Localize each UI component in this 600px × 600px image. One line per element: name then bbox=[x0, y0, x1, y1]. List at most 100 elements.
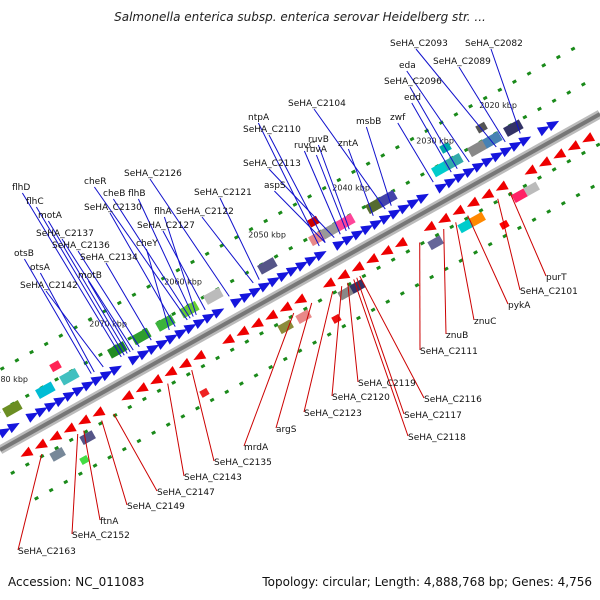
reverse-gene-arrow bbox=[351, 261, 365, 272]
forward-gene-label: SeHA_C2142 bbox=[20, 281, 78, 291]
reverse-gene-label: ftnA bbox=[100, 517, 119, 527]
tick-marks bbox=[0, 46, 600, 501]
tick-mark bbox=[136, 438, 142, 444]
reverse-gene-arrow bbox=[524, 164, 538, 175]
forward-gene-arrow bbox=[90, 376, 104, 387]
tick-mark bbox=[380, 153, 386, 158]
forward-gene-arrow bbox=[518, 136, 532, 147]
reverse-gene-arrow bbox=[322, 277, 336, 288]
forward-label-leader bbox=[201, 216, 254, 284]
tick-mark bbox=[29, 349, 35, 355]
tick-mark bbox=[54, 377, 60, 382]
reverse-gene-label: SeHA_C2119 bbox=[358, 379, 416, 389]
reverse-gene-arrow bbox=[538, 156, 552, 167]
forward-gene-block bbox=[503, 119, 524, 137]
dna-backbone bbox=[0, 110, 600, 454]
forward-gene-arrow bbox=[71, 386, 85, 397]
forward-gene-arrow bbox=[25, 412, 39, 423]
reverse-gene-arrow bbox=[178, 357, 192, 369]
tick-mark bbox=[493, 199, 499, 205]
tick-mark bbox=[121, 446, 127, 452]
forward-gene-arrow bbox=[360, 225, 374, 236]
reverse-gene-block bbox=[427, 235, 444, 251]
tick-mark bbox=[204, 251, 210, 257]
forward-gene-label: flhA bbox=[154, 207, 172, 217]
forward-gene-arrow bbox=[313, 251, 327, 262]
forward-gene-arrow bbox=[406, 198, 420, 210]
tick-mark bbox=[575, 192, 581, 198]
forward-gene-arrow bbox=[388, 209, 401, 220]
forward-label-leader bbox=[23, 258, 92, 374]
forward-gene-label: SeHA_C2121 bbox=[194, 188, 252, 198]
forward-gene-arrow bbox=[34, 407, 48, 418]
scale-label: 2030 kbp bbox=[416, 136, 454, 145]
forward-gene-arrow bbox=[369, 219, 383, 231]
tick-mark bbox=[195, 405, 200, 411]
tick-mark bbox=[473, 250, 479, 255]
tick-mark bbox=[83, 360, 89, 366]
reverse-gene-label: mrdA bbox=[244, 443, 269, 453]
forward-gene-label: SeHA_C2113 bbox=[243, 159, 301, 169]
tick-mark bbox=[468, 103, 474, 109]
tick-mark bbox=[253, 373, 259, 378]
tick-mark bbox=[229, 278, 235, 284]
reverse-gene-arrow bbox=[150, 374, 164, 385]
scale-labels: 2020 kbp 2030 kbp 2040 kbp 2050 kbp 2060 kbp… bbox=[0, 101, 517, 384]
tick-mark bbox=[238, 381, 244, 386]
reverse-label-leader bbox=[347, 282, 359, 383]
forward-gene-label: ruvC bbox=[294, 141, 315, 151]
tick-mark bbox=[244, 339, 250, 344]
reverse-label-leader bbox=[467, 215, 509, 305]
tick-mark bbox=[10, 470, 16, 475]
forward-label-leader bbox=[219, 197, 260, 280]
reverse-gene-arrow bbox=[279, 301, 293, 312]
tick-mark bbox=[112, 413, 118, 418]
forward-label-leader bbox=[35, 206, 125, 356]
tick-mark bbox=[302, 237, 308, 243]
tick-mark bbox=[419, 240, 425, 246]
forward-gene-label: motA bbox=[38, 211, 63, 221]
tick-mark bbox=[482, 95, 488, 101]
reverse-label-leader bbox=[71, 433, 79, 535]
tick-mark bbox=[449, 224, 455, 230]
forward-label-leader bbox=[365, 126, 392, 206]
tick-mark bbox=[522, 114, 528, 120]
reverse-gene-label: SeHA_C2143 bbox=[184, 473, 242, 483]
forward-label-leader bbox=[39, 272, 95, 373]
tick-mark bbox=[405, 180, 411, 185]
reverse-gene-label: purT bbox=[546, 273, 567, 283]
forward-gene-arrow bbox=[257, 282, 271, 293]
reverse-gene-block bbox=[349, 279, 366, 294]
gene-features bbox=[0, 119, 596, 466]
forward-gene-arrow bbox=[109, 365, 122, 376]
reverse-gene-block bbox=[457, 218, 474, 234]
tick-mark bbox=[487, 241, 493, 247]
tick-mark bbox=[394, 144, 400, 150]
tick-mark bbox=[0, 366, 5, 371]
forward-gene-arrow bbox=[304, 256, 318, 267]
tick-mark bbox=[332, 290, 338, 295]
forward-gene-arrow bbox=[146, 344, 160, 356]
tick-mark bbox=[175, 267, 181, 273]
forward-gene-label: flhB bbox=[128, 189, 146, 199]
reverse-gene-arrow bbox=[452, 204, 466, 215]
forward-gene-arrow bbox=[341, 235, 355, 246]
tick-mark bbox=[34, 496, 39, 501]
tick-mark bbox=[171, 311, 177, 317]
reverse-gene-label: SeHA_C2116 bbox=[424, 395, 482, 405]
tick-mark bbox=[365, 161, 371, 166]
tick-mark bbox=[409, 136, 415, 142]
tick-mark bbox=[590, 184, 596, 190]
forward-gene-block bbox=[257, 257, 278, 275]
forward-label-leader bbox=[406, 70, 470, 163]
forward-gene-label: motB bbox=[78, 271, 102, 281]
reverse-gene-arrow bbox=[380, 244, 394, 256]
forward-gene-arrow bbox=[499, 146, 513, 158]
forward-label-leader bbox=[61, 238, 134, 351]
reverse-label-leader bbox=[303, 291, 334, 413]
reverse-label-leader bbox=[497, 198, 521, 291]
tick-mark bbox=[531, 217, 537, 222]
tick-mark bbox=[376, 265, 382, 271]
forward-gene-arrow bbox=[462, 167, 476, 178]
